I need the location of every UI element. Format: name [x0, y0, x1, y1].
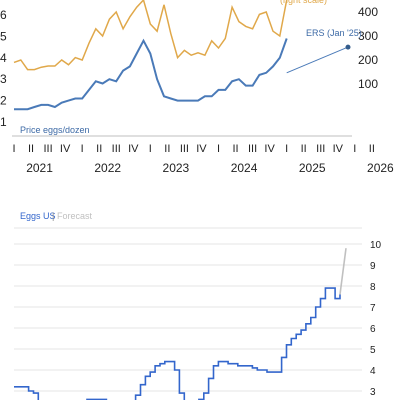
quarter-tick-label: III: [180, 143, 189, 155]
forecast-line: [286, 46, 349, 74]
year-label: 2025: [299, 161, 326, 175]
quarter-tick-label: II: [369, 143, 375, 155]
egg-price-line: [14, 38, 288, 111]
year-label: 2021: [26, 161, 53, 175]
y-tick-label: 5: [370, 345, 376, 356]
y-tick-label: 4: [370, 366, 376, 377]
quarter-tick-label: II: [164, 143, 170, 155]
y-tick-label: 3: [370, 387, 376, 398]
quarter-tick-label: I: [149, 143, 152, 155]
quarter-tick-label: IV: [333, 143, 344, 155]
right-axis-tick-label: 400: [358, 5, 378, 19]
quarter-tick-label: I: [285, 143, 288, 155]
quarter-tick-label: III: [316, 143, 325, 155]
right-axis-tick-label: 100: [358, 77, 378, 91]
forecast-point: [345, 44, 351, 50]
quarter-tick-label: I: [217, 143, 220, 155]
right-axis-tick-label: 300: [358, 29, 378, 43]
y-tick-label: 9: [370, 261, 376, 272]
left-axis-tick-label: 1: [0, 115, 7, 129]
legend-separator: |: [52, 211, 54, 221]
quarter-tick-label: II: [301, 143, 307, 155]
legend-forecast: Forecast: [57, 211, 93, 221]
right-axis-tick-label: 200: [358, 53, 378, 67]
left-axis-tick-label: 3: [0, 72, 7, 86]
y-tick-label: 6: [370, 324, 376, 335]
quarter-tick-label: II: [96, 143, 102, 155]
quarter-tick-label: III: [248, 143, 257, 155]
quarter-tick-label: III: [43, 143, 52, 155]
right-scale-series-line: [13, 0, 288, 71]
y-tick-label: 7: [370, 303, 376, 314]
y-tick-label: 8: [370, 282, 376, 293]
left-axis-tick-label: 2: [0, 94, 7, 108]
quarter-tick-label: II: [28, 143, 34, 155]
quarter-tick-label: IV: [264, 143, 275, 155]
quarter-tick-label: I: [81, 143, 84, 155]
quarter-tick-label: IV: [128, 143, 139, 155]
quarter-tick-label: II: [232, 143, 238, 155]
year-label: 2026: [367, 161, 394, 175]
series-label: Price eggs/dozen: [20, 125, 90, 135]
quarter-tick-label: I: [353, 143, 356, 155]
left-axis-tick-label: 4: [0, 51, 7, 65]
y-tick-label: 10: [370, 240, 382, 251]
forecast-label: ERS (Jan '25): [306, 28, 362, 38]
legend-eggs-us: Eggs US: [20, 211, 56, 221]
right-axis-note: (right scale): [280, 0, 327, 5]
forecast-line: [339, 248, 347, 295]
eggs-us-line: [14, 287, 341, 400]
quarter-tick-label: III: [112, 143, 121, 155]
year-label: 2022: [94, 161, 121, 175]
bottom-chart: 10 9 8 7 6 5 4 3 Eggs US| Forecast: [14, 211, 382, 400]
quarter-tick-label: IV: [60, 143, 71, 155]
quarter-tick-label: IV: [196, 143, 207, 155]
year-label: 2024: [231, 161, 258, 175]
year-label: 2023: [163, 161, 190, 175]
quarter-tick-label: I: [12, 143, 15, 155]
left-axis-tick-label: 6: [0, 8, 7, 22]
left-axis-tick-label: 5: [0, 29, 7, 43]
